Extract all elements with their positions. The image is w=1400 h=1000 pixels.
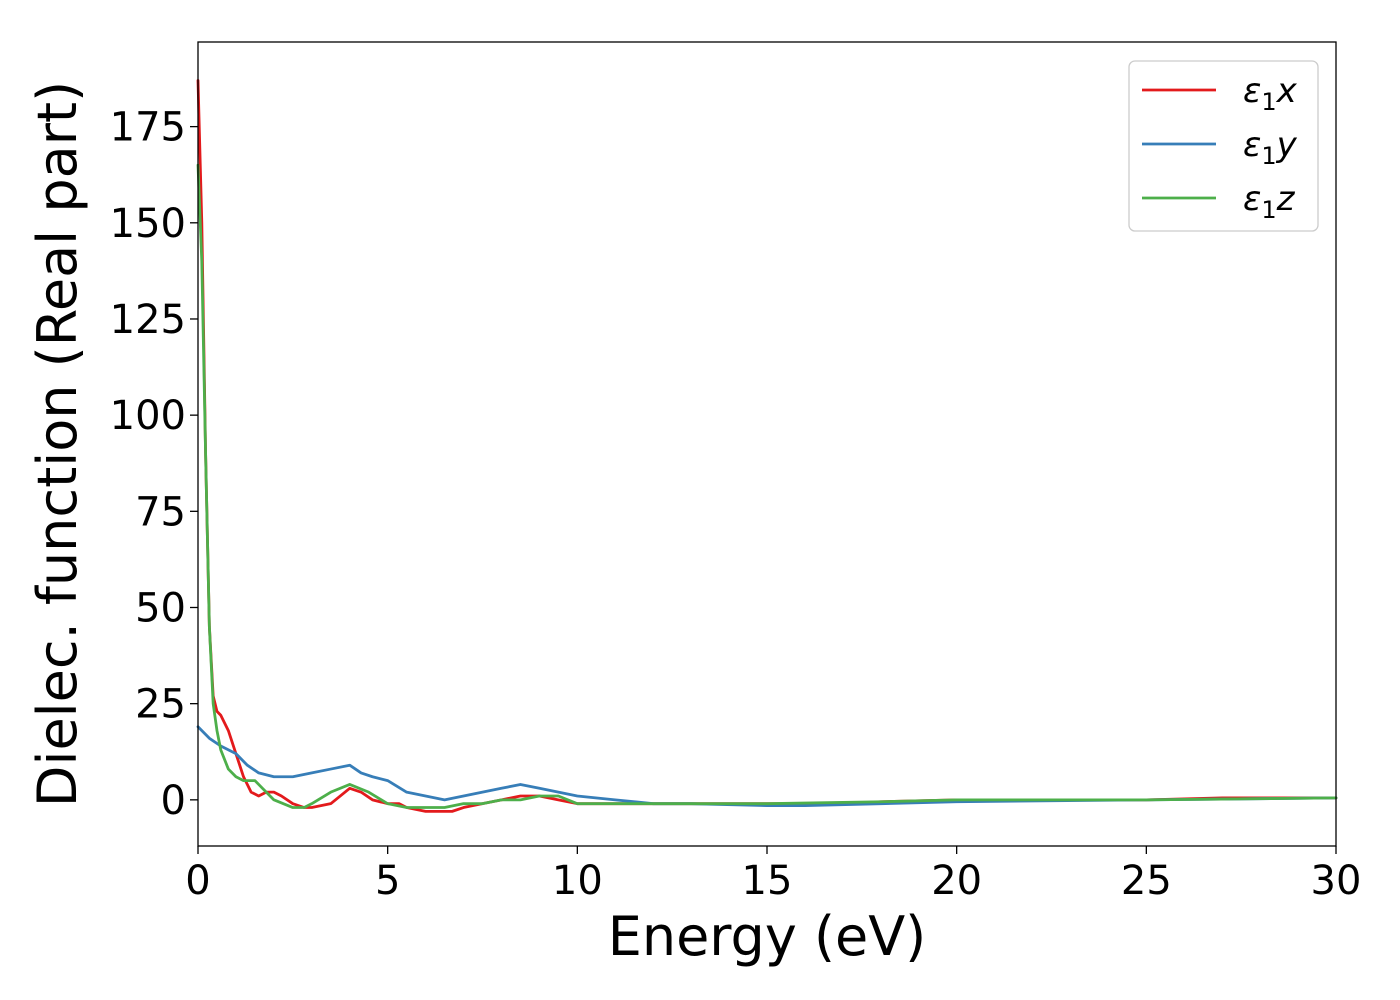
x-tick-label: 25: [1121, 858, 1172, 904]
y-axis-ticks: 0 25 50 75 100 125 150 175: [110, 105, 198, 824]
y-tick-label: 150: [110, 201, 186, 247]
y-tick-label: 175: [110, 105, 186, 151]
legend-box: [1128, 60, 1319, 232]
series-layer: [196, 79, 1338, 813]
x-tick-label: 15: [742, 858, 793, 904]
legend-label-z: ε1z: [1243, 179, 1296, 224]
y-tick-label: 50: [135, 585, 186, 631]
x-tick-label: 0: [185, 858, 210, 904]
y-axis-label: Dielec. function (Real part): [26, 81, 89, 807]
x-tick-label: 10: [552, 858, 603, 904]
y-tick-label: 25: [135, 682, 186, 728]
x-axis-label: Energy (eV): [608, 905, 927, 968]
legend-items: ε1x ε1y ε1z: [1142, 71, 1298, 224]
x-tick-label: 30: [1311, 858, 1362, 904]
x-tick-label: 5: [375, 858, 400, 904]
y-tick-label: 75: [135, 489, 186, 535]
x-tick-label: 20: [931, 858, 982, 904]
legend: ε1x ε1y ε1z: [1128, 60, 1319, 232]
y-tick-label: 125: [110, 297, 186, 343]
legend-label-x: ε1x: [1243, 71, 1298, 116]
legend-label-y: ε1y: [1243, 125, 1298, 170]
y-tick-label: 100: [110, 393, 186, 439]
series-line-z: [196, 163, 1338, 809]
x-axis-ticks: 0 5 10 15 20 25 30: [185, 846, 1361, 904]
y-tick-label: 0: [161, 778, 186, 824]
